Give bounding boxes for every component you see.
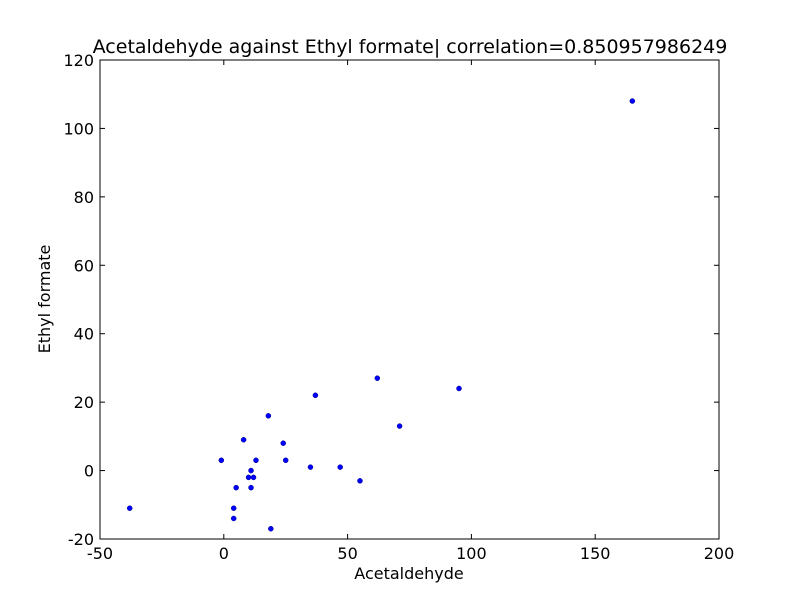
data-point xyxy=(337,464,343,470)
y-tick-label: 120 xyxy=(63,51,94,70)
data-point xyxy=(265,413,272,419)
data-point xyxy=(230,515,237,522)
y-tick-label: 0 xyxy=(84,462,94,481)
data-point xyxy=(248,484,254,491)
x-axis-label: Acetaldehyde xyxy=(354,564,463,583)
data-point xyxy=(253,457,259,464)
x-tick-label: 0 xyxy=(219,544,229,563)
data-point xyxy=(629,98,636,104)
data-point xyxy=(456,385,462,392)
y-tick-label: 60 xyxy=(74,256,94,275)
chart-title: Acetaldehyde against Ethyl formate| corr… xyxy=(93,36,728,58)
data-point xyxy=(396,423,403,429)
data-point xyxy=(357,478,363,484)
y-tick-label: 40 xyxy=(74,325,94,344)
data-point xyxy=(230,505,237,511)
y-tick-label: -20 xyxy=(68,530,94,549)
data-point xyxy=(218,457,225,464)
data-point xyxy=(268,525,274,532)
data-point xyxy=(126,505,133,511)
data-point xyxy=(233,484,239,491)
data-point xyxy=(312,392,319,399)
y-axis-label: Ethyl formate xyxy=(35,245,54,354)
data-points xyxy=(126,98,636,532)
x-tick-label: 100 xyxy=(456,544,487,563)
data-point xyxy=(374,375,381,381)
plot-area-frame xyxy=(99,59,720,540)
x-tick-label: -50 xyxy=(87,544,113,563)
data-point xyxy=(250,474,257,481)
data-point xyxy=(282,457,289,464)
x-axis: -50 0 50 100 150 200 xyxy=(87,60,734,563)
data-point xyxy=(248,467,254,474)
data-point xyxy=(280,440,286,446)
x-tick-label: 150 xyxy=(580,544,611,563)
y-tick-label: 100 xyxy=(63,119,94,138)
y-tick-label: 20 xyxy=(74,393,94,412)
y-tick-label: 80 xyxy=(74,188,94,207)
x-tick-label: 200 xyxy=(704,544,735,563)
x-tick-label: 50 xyxy=(337,544,357,563)
data-point xyxy=(245,474,252,481)
data-point xyxy=(240,437,247,443)
y-axis: -20 0 20 40 60 80 100 120 xyxy=(63,51,719,549)
data-point xyxy=(307,464,314,470)
